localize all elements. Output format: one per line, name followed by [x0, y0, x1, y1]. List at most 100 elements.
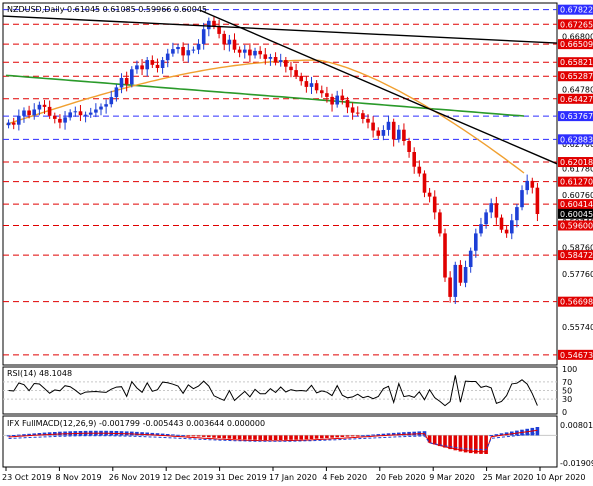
candle-body[interactable]	[474, 233, 478, 251]
candle-body[interactable]	[232, 39, 237, 50]
candle-body[interactable]	[520, 190, 524, 208]
candle-body[interactable]	[273, 57, 278, 63]
candle-body[interactable]	[176, 47, 180, 50]
candle-body[interactable]	[407, 141, 411, 152]
candle-body[interactable]	[47, 106, 52, 116]
candle-body[interactable]	[114, 87, 119, 98]
candle-body[interactable]	[119, 78, 124, 88]
candle-body[interactable]	[217, 26, 221, 34]
candle-body[interactable]	[53, 115, 57, 119]
candle-body[interactable]	[124, 78, 129, 85]
candle-body[interactable]	[463, 267, 468, 283]
candle-body[interactable]	[386, 121, 391, 130]
candle-body[interactable]	[335, 95, 339, 105]
candle-body[interactable]	[278, 60, 283, 63]
candle-body[interactable]	[94, 109, 98, 113]
candle-body[interactable]	[37, 104, 42, 110]
candle-body[interactable]	[448, 277, 452, 297]
candle-body[interactable]	[489, 203, 493, 213]
candle-body[interactable]	[130, 69, 134, 85]
candle-body[interactable]	[58, 118, 62, 123]
candle-body[interactable]	[499, 217, 504, 230]
candle-body[interactable]	[160, 60, 165, 68]
candle-body[interactable]	[248, 49, 252, 56]
candle-body[interactable]	[222, 33, 226, 45]
candle-body[interactable]	[376, 130, 381, 136]
candle-body[interactable]	[422, 173, 427, 193]
candle-body[interactable]	[453, 264, 458, 297]
candle-body[interactable]	[22, 110, 26, 116]
candle-body[interactable]	[468, 250, 473, 267]
trendlines[interactable]	[2, 9, 558, 165]
candle-body[interactable]	[535, 187, 540, 214]
candle-body[interactable]	[350, 107, 355, 113]
candle-body[interactable]	[345, 100, 350, 108]
candle-body[interactable]	[299, 75, 303, 82]
candle-body[interactable]	[99, 106, 103, 110]
candle-body[interactable]	[135, 65, 139, 70]
candle-body[interactable]	[366, 118, 370, 123]
candle-body[interactable]	[320, 90, 324, 94]
candle-body[interactable]	[284, 60, 288, 67]
candle-body[interactable]	[525, 180, 529, 191]
candle-body[interactable]	[104, 104, 108, 107]
candle-body[interactable]	[11, 122, 16, 125]
candle-body[interactable]	[181, 47, 185, 56]
candle-body[interactable]	[304, 81, 309, 87]
candle-body[interactable]	[330, 96, 334, 105]
candle-body[interactable]	[171, 49, 175, 54]
candle-body[interactable]	[150, 60, 155, 65]
candle-body[interactable]	[458, 264, 463, 283]
candle-body[interactable]	[309, 83, 314, 87]
candle-body[interactable]	[510, 220, 514, 234]
candle-body[interactable]	[294, 70, 298, 76]
candle-body[interactable]	[361, 113, 365, 119]
candle-body[interactable]	[494, 203, 499, 218]
candle-body[interactable]	[186, 50, 191, 56]
candle-body[interactable]	[371, 122, 375, 131]
candle-body[interactable]	[427, 192, 432, 197]
candle-body[interactable]	[32, 109, 36, 116]
rsi-line[interactable]	[8, 375, 538, 407]
candle-body[interactable]	[479, 224, 483, 234]
candle-body[interactable]	[258, 50, 262, 55]
candle-body[interactable]	[73, 111, 78, 113]
candle-body[interactable]	[78, 111, 83, 116]
candle-body[interactable]	[237, 49, 242, 53]
candle-body[interactable]	[109, 97, 114, 105]
candle-body[interactable]	[165, 53, 170, 61]
candle-body[interactable]	[443, 233, 447, 278]
candle-body[interactable]	[397, 129, 401, 140]
candle-body[interactable]	[6, 122, 11, 126]
candle-body[interactable]	[289, 66, 293, 71]
candle-body[interactable]	[268, 57, 273, 59]
candle-body[interactable]	[68, 112, 72, 118]
candle-body[interactable]	[145, 60, 149, 70]
candle-body[interactable]	[253, 50, 257, 56]
main-chart-frame[interactable]	[2, 2, 558, 366]
candle-body[interactable]	[381, 130, 386, 136]
candle-body[interactable]	[243, 49, 247, 53]
candle-body[interactable]	[515, 207, 519, 221]
candle-body[interactable]	[340, 95, 345, 101]
candle-body[interactable]	[83, 114, 88, 116]
candle-body[interactable]	[201, 29, 206, 44]
candlesticks[interactable]	[6, 16, 540, 304]
candle-body[interactable]	[263, 54, 268, 59]
candle-body[interactable]	[355, 112, 360, 114]
candle-body[interactable]	[212, 20, 216, 27]
candle-body[interactable]	[17, 115, 21, 125]
trendline[interactable]	[2, 15, 558, 44]
candle-body[interactable]	[314, 83, 319, 91]
candle-body[interactable]	[42, 104, 47, 107]
candle-body[interactable]	[27, 110, 31, 116]
candle-body[interactable]	[432, 196, 437, 213]
candle-body[interactable]	[391, 121, 396, 140]
candle-body[interactable]	[196, 43, 201, 50]
candle-body[interactable]	[417, 166, 422, 174]
candle-body[interactable]	[484, 212, 488, 225]
candle-body[interactable]	[504, 229, 509, 234]
candle-body[interactable]	[325, 93, 329, 97]
candle-body[interactable]	[63, 117, 67, 123]
